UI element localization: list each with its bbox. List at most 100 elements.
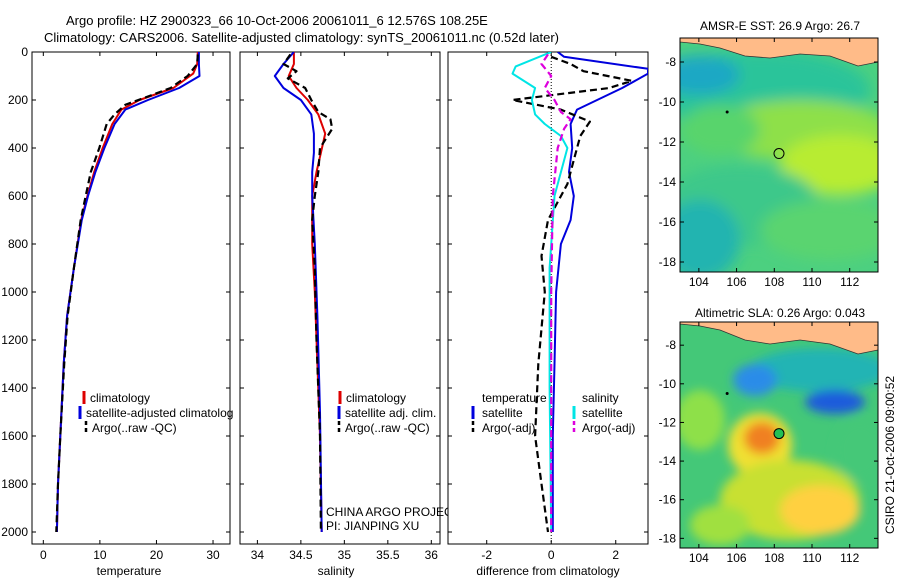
y-tick-label: 800 (8, 237, 28, 251)
map-x-tick-label: 112 (840, 275, 859, 289)
y-tick-label: 0 (21, 45, 28, 59)
salinity-panel: 34 34.5 35 35.5 36 salinity climatology sate… (239, 51, 461, 578)
x-tick-label: 0 (40, 548, 47, 562)
side-stamp: CSIRO 21-Oct-2006 09:00:52 (883, 376, 897, 534)
x-tick-label: 35 (338, 548, 352, 562)
map-x-tick-label: 108 (764, 275, 784, 289)
map-y-tick-label: -16 (659, 215, 677, 229)
legend-label-temp-argo: Argo(-adj) (482, 421, 535, 435)
land-mass (680, 322, 878, 355)
map-y-tick-label: -16 (659, 493, 677, 507)
map-x-tick-label: 104 (689, 551, 709, 565)
sst-map-panel: AMSR-E SST: 26.9 Argo: 26.7 104 106 108 110… (659, 19, 879, 289)
y-tick-label: 2000 (1, 525, 28, 539)
map-y-tick-label: -12 (659, 135, 677, 149)
map-x-tick-label: 110 (802, 551, 821, 565)
temperature-ticks: 0 200 400 600 800 1000 1200 1400 1600 1800 2000 0 10… (1, 45, 230, 562)
map-x-tick-label: 106 (727, 275, 747, 289)
sla-map-panel: Altimetric SLA: 0.26 Argo: 0.043 104 106 1… (659, 306, 879, 565)
sst-map-title: AMSR-E SST: 26.9 Argo: 26.7 (700, 19, 860, 33)
sla-map-frame (679, 321, 879, 549)
argo-position-marker (773, 428, 785, 440)
sla-map-image (680, 322, 878, 548)
difference-plot-area (447, 51, 649, 545)
sst-map-marks (725, 110, 785, 160)
map-x-tick-label: 104 (689, 275, 709, 289)
legend-label-climatology: climatology (90, 391, 150, 405)
sla-map-ticks: 104 106 108 110 112 -8 -10 -12 -14 -16 -18 (659, 322, 878, 565)
salinity-legend: climatology satellite adj. clim. Argo(..… (337, 391, 436, 435)
legend-label-temp-satellite: satellite (482, 406, 523, 420)
legend-label-satellite: satellite-adjusted climatolog (86, 406, 233, 420)
y-tick-label: 1200 (1, 333, 28, 347)
figure-title: Argo profile: HZ 2900323_66 10-Oct-2006 … (66, 13, 488, 28)
sst-map-image (680, 38, 878, 272)
island-marker (725, 110, 729, 114)
difference-lines (511, 52, 648, 533)
map-y-tick-label: -10 (659, 377, 677, 391)
map-y-tick-label: -14 (659, 175, 677, 189)
series-line-temperature-satellite (551, 52, 648, 532)
map-y-tick-label: -18 (659, 531, 677, 545)
legend-heading-salinity: salinity (582, 391, 619, 405)
x-tick-label: -2 (481, 548, 492, 562)
land-mass (680, 38, 878, 67)
salinity-plot-area (239, 51, 441, 545)
figure-subtitle: Climatology: CARS2006. Satellite-adjuste… (44, 30, 559, 45)
sst-map-ticks: 104 106 108 110 112 -8 -10 -12 -14 -16 -18 (659, 38, 878, 289)
y-tick-label: 400 (8, 141, 28, 155)
salinity-lines (273, 52, 334, 533)
island-marker (725, 391, 729, 395)
x-tick-label: 2 (612, 548, 619, 562)
map-y-tick-label: -8 (665, 338, 676, 352)
x-tick-label: 36 (425, 548, 439, 562)
map-y-tick-label: -8 (665, 55, 676, 69)
salinity-ticks: 34 34.5 35 35.5 36 (240, 51, 440, 562)
x-tick-label: 0 (548, 548, 555, 562)
argo-position-marker (773, 148, 785, 160)
map-x-tick-label: 110 (802, 275, 821, 289)
x-tick-label: 30 (206, 548, 220, 562)
map-y-tick-label: -14 (659, 454, 677, 468)
map-x-tick-label: 108 (764, 551, 784, 565)
legend-label-argo: Argo(..raw -QC) (92, 421, 177, 435)
difference-ticks: -2 0 2 (448, 51, 648, 562)
difference-axis-label: difference from climatology (476, 564, 619, 578)
legend-label-argo: Argo(..raw -QC) (345, 421, 430, 435)
series-line-argo-raw-qc (55, 54, 199, 533)
series-line-argo-raw-qc (282, 53, 334, 533)
y-tick-label: 1400 (1, 381, 28, 395)
difference-panel: -2 0 2 difference from climatology tempera… (447, 51, 649, 578)
temperature-legend: climatology satellite-adjusted climatolo… (78, 391, 233, 435)
sla-map-marks (725, 391, 785, 440)
x-tick-label: 34 (251, 548, 265, 562)
x-tick-label: 34.5 (289, 548, 313, 562)
legend-label-sal-satellite: satellite (582, 406, 623, 420)
x-tick-label: 35.5 (376, 548, 400, 562)
temperature-lines (55, 52, 201, 533)
y-tick-label: 200 (8, 93, 28, 107)
map-x-tick-label: 106 (727, 551, 747, 565)
temperature-panel: 0 200 400 600 800 1000 1200 1400 1600 1800 2000 0 10… (1, 45, 233, 578)
map-y-tick-label: -18 (659, 255, 677, 269)
temperature-plot-area (31, 51, 231, 545)
legend-label-sal-argo: Argo(-adj) (582, 421, 635, 435)
legend-label-satellite: satellite adj. clim. (345, 406, 436, 420)
map-y-tick-label: -12 (659, 415, 677, 429)
sla-map-title: Altimetric SLA: 0.26 Argo: 0.043 (695, 306, 865, 320)
salinity-axis-label: salinity (318, 564, 355, 578)
series-line-salinity-satellite (511, 52, 569, 533)
sst-map-frame (679, 37, 879, 273)
project-annotation: CHINA ARGO PROJECT (326, 505, 461, 519)
pi-annotation: PI: JIANPING XU (326, 519, 419, 533)
series-line-salinity-argo-adj (540, 53, 572, 532)
difference-legend: temperature satellite Argo(-adj) salinit… (471, 391, 635, 435)
map-y-tick-label: -10 (659, 95, 677, 109)
legend-heading-temperature: temperature (482, 391, 547, 405)
x-tick-label: 20 (150, 548, 164, 562)
x-tick-label: 10 (93, 548, 107, 562)
series-line-temperature-argo-adj (511, 55, 634, 533)
y-tick-label: 600 (8, 189, 28, 203)
legend-label-climatology: climatology (346, 391, 406, 405)
